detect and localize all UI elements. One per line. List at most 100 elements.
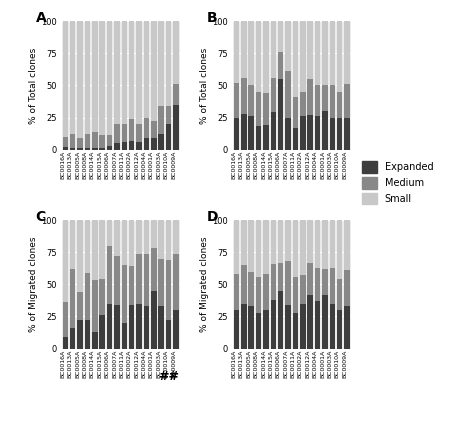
Bar	[121, 220, 127, 265]
Bar	[63, 137, 68, 147]
Bar	[300, 220, 306, 275]
Text: ##: ##	[158, 370, 179, 382]
Bar	[315, 116, 320, 150]
Bar	[234, 117, 239, 150]
Bar	[285, 261, 291, 305]
Bar	[85, 21, 90, 134]
Bar	[278, 220, 283, 263]
Bar	[129, 21, 135, 119]
Bar	[114, 143, 120, 150]
Y-axis label: % of Total clones: % of Total clones	[29, 47, 38, 124]
Bar	[256, 92, 261, 127]
Bar	[166, 21, 171, 106]
Bar	[263, 93, 269, 125]
Bar	[271, 78, 276, 112]
Bar	[337, 21, 342, 92]
Bar	[77, 220, 83, 292]
Bar	[173, 84, 179, 105]
Bar	[337, 92, 342, 117]
Bar	[114, 305, 120, 348]
Bar	[248, 306, 254, 348]
Bar	[63, 337, 68, 348]
Bar	[322, 111, 328, 150]
Bar	[248, 21, 254, 85]
Legend: Expanded, Medium, Small: Expanded, Medium, Small	[360, 159, 435, 207]
Bar	[329, 117, 335, 150]
Bar	[337, 279, 342, 310]
Bar	[292, 97, 298, 128]
Bar	[137, 303, 142, 348]
Bar	[63, 21, 68, 137]
Bar	[285, 305, 291, 348]
Bar	[144, 254, 149, 306]
Bar	[292, 220, 298, 277]
Bar	[151, 248, 156, 291]
Bar	[315, 301, 320, 348]
Bar	[129, 305, 135, 348]
Text: B: B	[207, 11, 218, 25]
Bar	[344, 84, 350, 117]
Bar	[114, 220, 120, 256]
Bar	[100, 279, 105, 315]
Bar	[114, 21, 120, 124]
Bar	[100, 315, 105, 348]
Bar	[158, 259, 164, 306]
Bar	[308, 263, 313, 295]
Bar	[337, 220, 342, 279]
Bar	[151, 138, 156, 150]
Bar	[315, 21, 320, 85]
Bar	[300, 116, 306, 150]
Bar	[144, 306, 149, 348]
Bar	[129, 119, 135, 141]
Bar	[278, 79, 283, 150]
Bar	[100, 21, 105, 136]
Bar	[344, 306, 350, 348]
Bar	[285, 220, 291, 261]
Bar	[144, 220, 149, 254]
Bar	[256, 127, 261, 150]
Bar	[100, 220, 105, 279]
Bar	[344, 270, 350, 306]
Bar	[121, 323, 127, 348]
Text: C: C	[36, 210, 46, 224]
Bar	[129, 220, 135, 266]
Bar	[271, 264, 276, 300]
Bar	[100, 136, 105, 148]
Bar	[329, 85, 335, 117]
Bar	[70, 269, 75, 328]
Bar	[241, 220, 246, 265]
Bar	[322, 269, 328, 295]
Bar	[248, 116, 254, 150]
Bar	[151, 122, 156, 138]
Bar	[166, 106, 171, 124]
Bar	[85, 134, 90, 148]
Bar	[329, 220, 335, 268]
Bar	[173, 254, 179, 310]
Bar	[322, 295, 328, 348]
Bar	[85, 273, 90, 320]
Bar	[300, 303, 306, 348]
Bar	[292, 312, 298, 348]
Y-axis label: % of Migrated clones: % of Migrated clones	[201, 237, 210, 332]
Bar	[92, 280, 98, 332]
Bar	[121, 265, 127, 323]
Bar	[337, 117, 342, 150]
Bar	[263, 125, 269, 150]
Bar	[248, 272, 254, 306]
Bar	[151, 21, 156, 122]
Bar	[308, 220, 313, 263]
Bar	[114, 256, 120, 305]
Bar	[166, 320, 171, 348]
Bar	[344, 220, 350, 270]
Bar	[77, 292, 83, 320]
Bar	[121, 124, 127, 142]
Bar	[263, 21, 269, 93]
Bar	[292, 277, 298, 312]
Bar	[166, 124, 171, 150]
Bar	[308, 295, 313, 348]
Bar	[144, 117, 149, 138]
Bar	[107, 220, 112, 246]
Bar	[107, 136, 112, 146]
Text: D: D	[207, 210, 219, 224]
Bar	[173, 310, 179, 348]
